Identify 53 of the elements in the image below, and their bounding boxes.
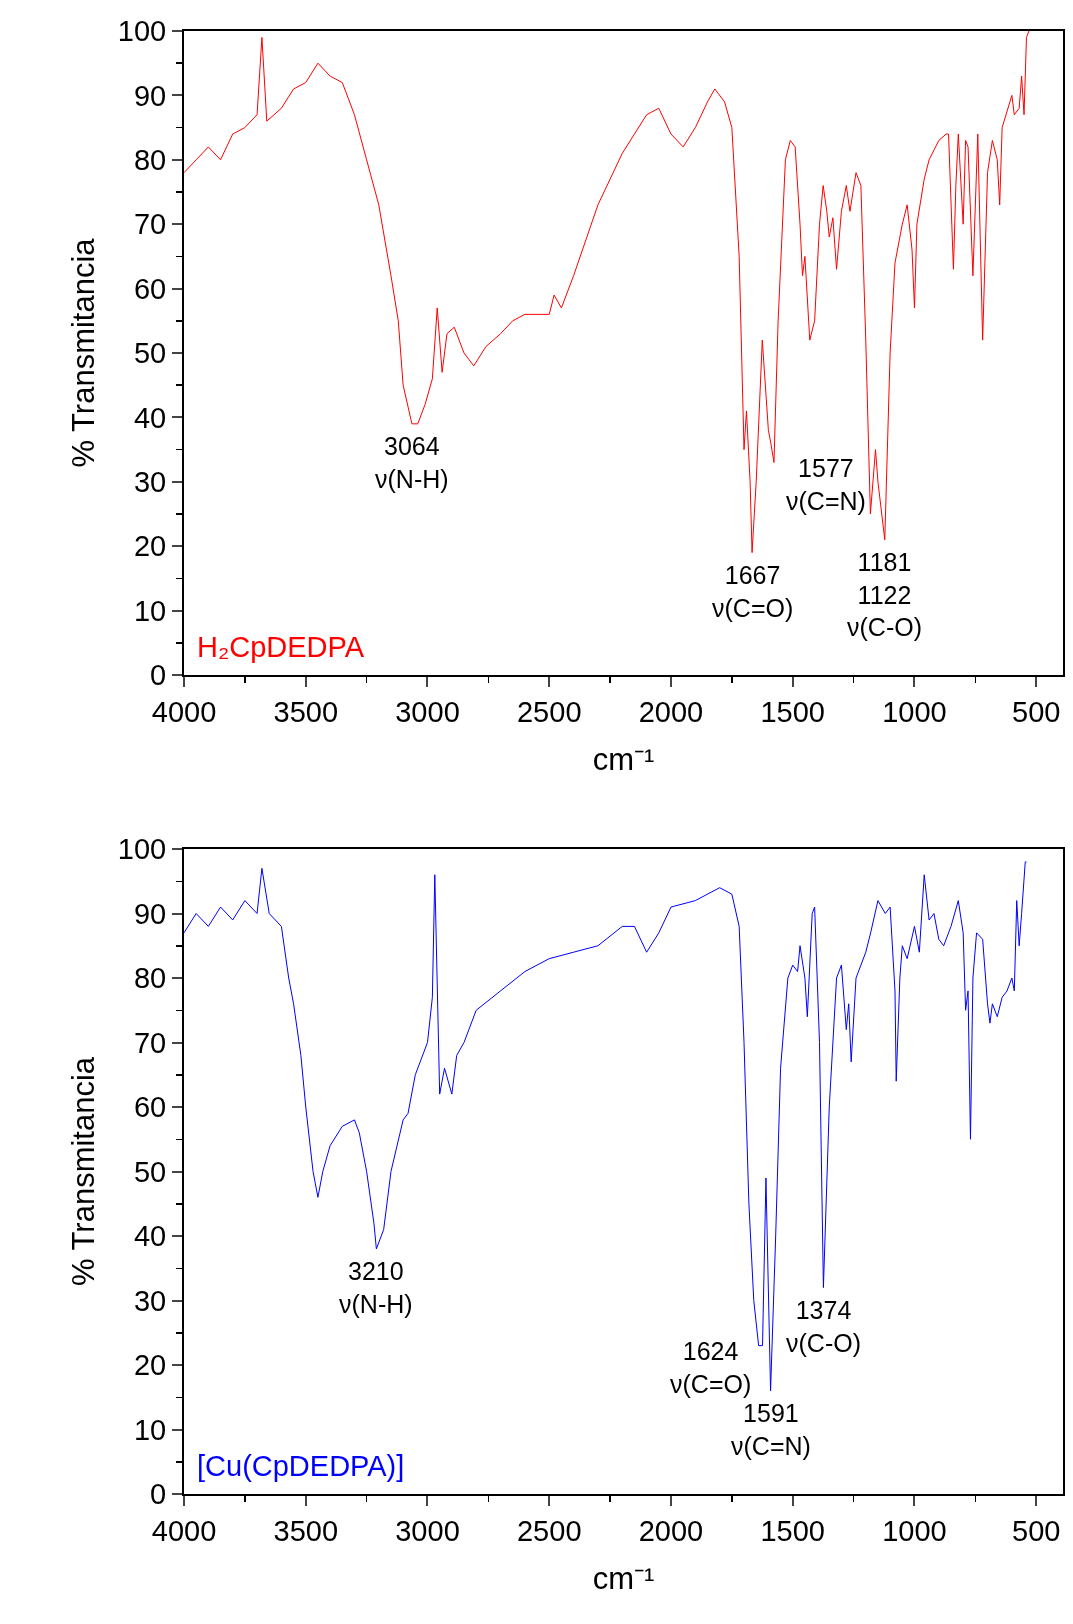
y-tick-label: 50 bbox=[133, 337, 167, 370]
annotation: 3064 ν(N-H) bbox=[375, 432, 449, 493]
annotation: 1667 ν(C=O) bbox=[712, 561, 794, 622]
x-tick-label: 4000 bbox=[151, 1514, 217, 1547]
x-tick-label: 2500 bbox=[516, 695, 582, 728]
y-tick-label: 10 bbox=[133, 1413, 167, 1446]
y-tick-label: 80 bbox=[133, 143, 167, 176]
y-tick-label: 60 bbox=[133, 1091, 167, 1124]
y-tick-label: 0 bbox=[150, 659, 167, 692]
y-tick-label: 90 bbox=[133, 79, 167, 112]
y-tick-label: 20 bbox=[133, 530, 167, 563]
annotation: 1624 ν(C=O) bbox=[670, 1337, 752, 1398]
y-axis-title: % Transmitancia bbox=[65, 1056, 101, 1287]
x-tick-label: 1000 bbox=[882, 1514, 947, 1547]
x-tick-label: 2000 bbox=[638, 1514, 704, 1547]
x-tick-label: 1500 bbox=[760, 695, 825, 728]
annotation: 1181 1122 ν(C-O) bbox=[847, 548, 922, 641]
y-axis-title: % Transmitancia bbox=[65, 237, 101, 468]
y-tick-label: 40 bbox=[133, 1220, 167, 1253]
y-tick-label: 70 bbox=[133, 208, 167, 241]
x-tick-label: 3000 bbox=[395, 1514, 460, 1547]
x-tick-label: 2500 bbox=[516, 1514, 582, 1547]
x-tick-label: 500 bbox=[1012, 1514, 1061, 1547]
x-tick-label: 4000 bbox=[151, 695, 217, 728]
y-tick-label: 50 bbox=[133, 1155, 167, 1188]
x-tick-label: 2000 bbox=[638, 695, 704, 728]
annotation: 1591 ν(C=N) bbox=[731, 1399, 811, 1460]
y-tick-label: 30 bbox=[133, 1284, 167, 1317]
annotation: 1374 ν(C-O) bbox=[786, 1296, 861, 1357]
y-tick-label: 20 bbox=[133, 1349, 167, 1382]
line-series bbox=[184, 31, 1030, 554]
x-tick-label: 1000 bbox=[882, 695, 947, 728]
text: H₂CpDEDPA bbox=[197, 631, 365, 663]
x-axis-title: cm⁻¹ bbox=[592, 1561, 655, 1597]
y-tick-label: 40 bbox=[133, 401, 167, 434]
y-tick-label: 70 bbox=[133, 1026, 167, 1059]
x-axis-title: cm⁻¹ bbox=[592, 742, 655, 778]
annotation: 1577 ν(C=N) bbox=[786, 454, 866, 515]
x-tick-label: 3500 bbox=[273, 1514, 339, 1547]
x-tick-label: 3000 bbox=[395, 695, 460, 728]
y-tick-label: 0 bbox=[150, 1478, 167, 1511]
y-tick-label: 60 bbox=[133, 272, 167, 305]
x-tick-label: 500 bbox=[1012, 695, 1061, 728]
y-tick-label: 80 bbox=[133, 962, 167, 995]
y-tick-label: 30 bbox=[133, 465, 167, 498]
y-tick-label: 90 bbox=[133, 897, 167, 930]
x-tick-label: 3500 bbox=[273, 695, 339, 728]
text: [Cu(CpDEDPA)] bbox=[197, 1450, 405, 1482]
y-tick-label: 100 bbox=[117, 15, 167, 48]
annotation: 3210 ν(N-H) bbox=[339, 1257, 413, 1318]
y-tick-label: 100 bbox=[117, 833, 167, 866]
x-tick-label: 1500 bbox=[760, 1514, 825, 1547]
y-tick-label: 10 bbox=[133, 594, 167, 627]
